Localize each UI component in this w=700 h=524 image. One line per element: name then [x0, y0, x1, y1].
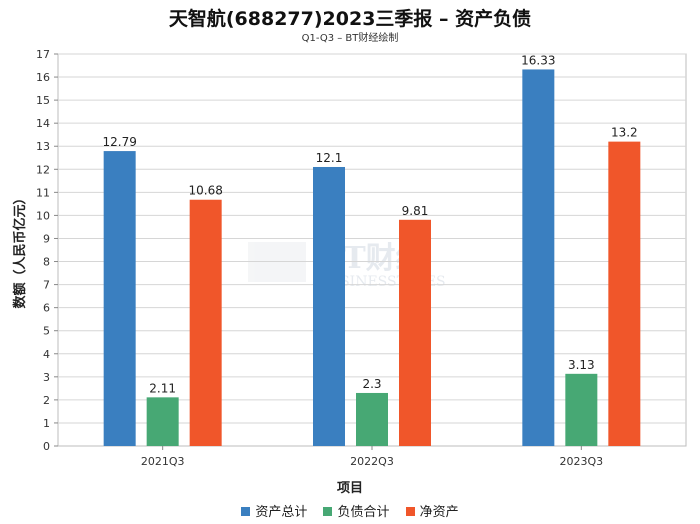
bar	[146, 397, 179, 446]
legend-swatch-total-liabilities	[323, 507, 333, 516]
y-tick-label: 13	[36, 140, 50, 153]
bar	[608, 141, 641, 446]
x-tick-label: 2023Q3	[560, 455, 604, 468]
y-tick-label: 4	[43, 348, 50, 361]
data-label: 10.68	[188, 184, 222, 198]
y-tick-label: 0	[43, 440, 50, 453]
bar	[313, 166, 345, 447]
bar	[103, 151, 136, 447]
y-tick-label: 12	[36, 163, 50, 176]
bar	[565, 373, 598, 446]
data-label: 3.13	[568, 358, 595, 372]
legend-swatch-total-assets	[241, 507, 251, 516]
data-label: 16.33	[521, 53, 555, 67]
y-tick-label: 14	[36, 117, 50, 130]
bar	[189, 199, 222, 446]
legend-item-total-liabilities[interactable]: 负债合计	[323, 501, 390, 520]
chart-title: 天智航(688277)2023三季报 – 资产负债	[168, 8, 532, 30]
y-tick-label: 1	[43, 417, 50, 430]
legend: 资产总计 负债合计 净资产	[0, 501, 700, 520]
legend-item-net-assets[interactable]: 净资产	[405, 501, 459, 520]
legend-label-total-liabilities: 负债合计	[337, 505, 390, 520]
legend-swatch-net-assets	[405, 507, 415, 516]
x-axis-title: 项目	[336, 481, 363, 496]
bar	[356, 392, 388, 446]
legend-label-net-assets: 净资产	[419, 505, 459, 520]
bar	[399, 219, 431, 446]
y-tick-label: 10	[36, 209, 50, 222]
y-tick-label: 16	[36, 71, 50, 84]
y-tick-label: 9	[43, 232, 50, 245]
y-tick-label: 3	[43, 371, 50, 384]
y-tick-label: 15	[36, 94, 50, 107]
y-axis-title: 数额（人民币亿元）	[12, 191, 28, 308]
y-tick-label: 6	[43, 302, 50, 315]
data-label: 9.81	[402, 204, 429, 218]
y-tick-label: 2	[43, 394, 50, 407]
y-tick-label: 5	[43, 325, 50, 338]
y-tick-label: 7	[43, 279, 50, 292]
data-label: 12.79	[102, 135, 136, 149]
legend-label-total-assets: 资产总计	[255, 505, 308, 520]
data-label: 2.3	[362, 377, 381, 391]
chart-subtitle: Q1-Q3 – BT财经绘制	[301, 33, 399, 44]
y-tick-label: 17	[36, 48, 50, 61]
y-tick-label: 11	[36, 186, 50, 199]
x-tick-label: 2022Q3	[350, 455, 394, 468]
x-tick-label: 2021Q3	[141, 455, 185, 468]
bar	[522, 69, 555, 447]
legend-item-total-assets[interactable]: 资产总计	[241, 501, 307, 520]
y-tick-label: 8	[43, 256, 50, 269]
data-label: 12.1	[316, 151, 343, 165]
data-label: 2.11	[149, 381, 176, 395]
data-label: 13.2	[611, 126, 638, 140]
